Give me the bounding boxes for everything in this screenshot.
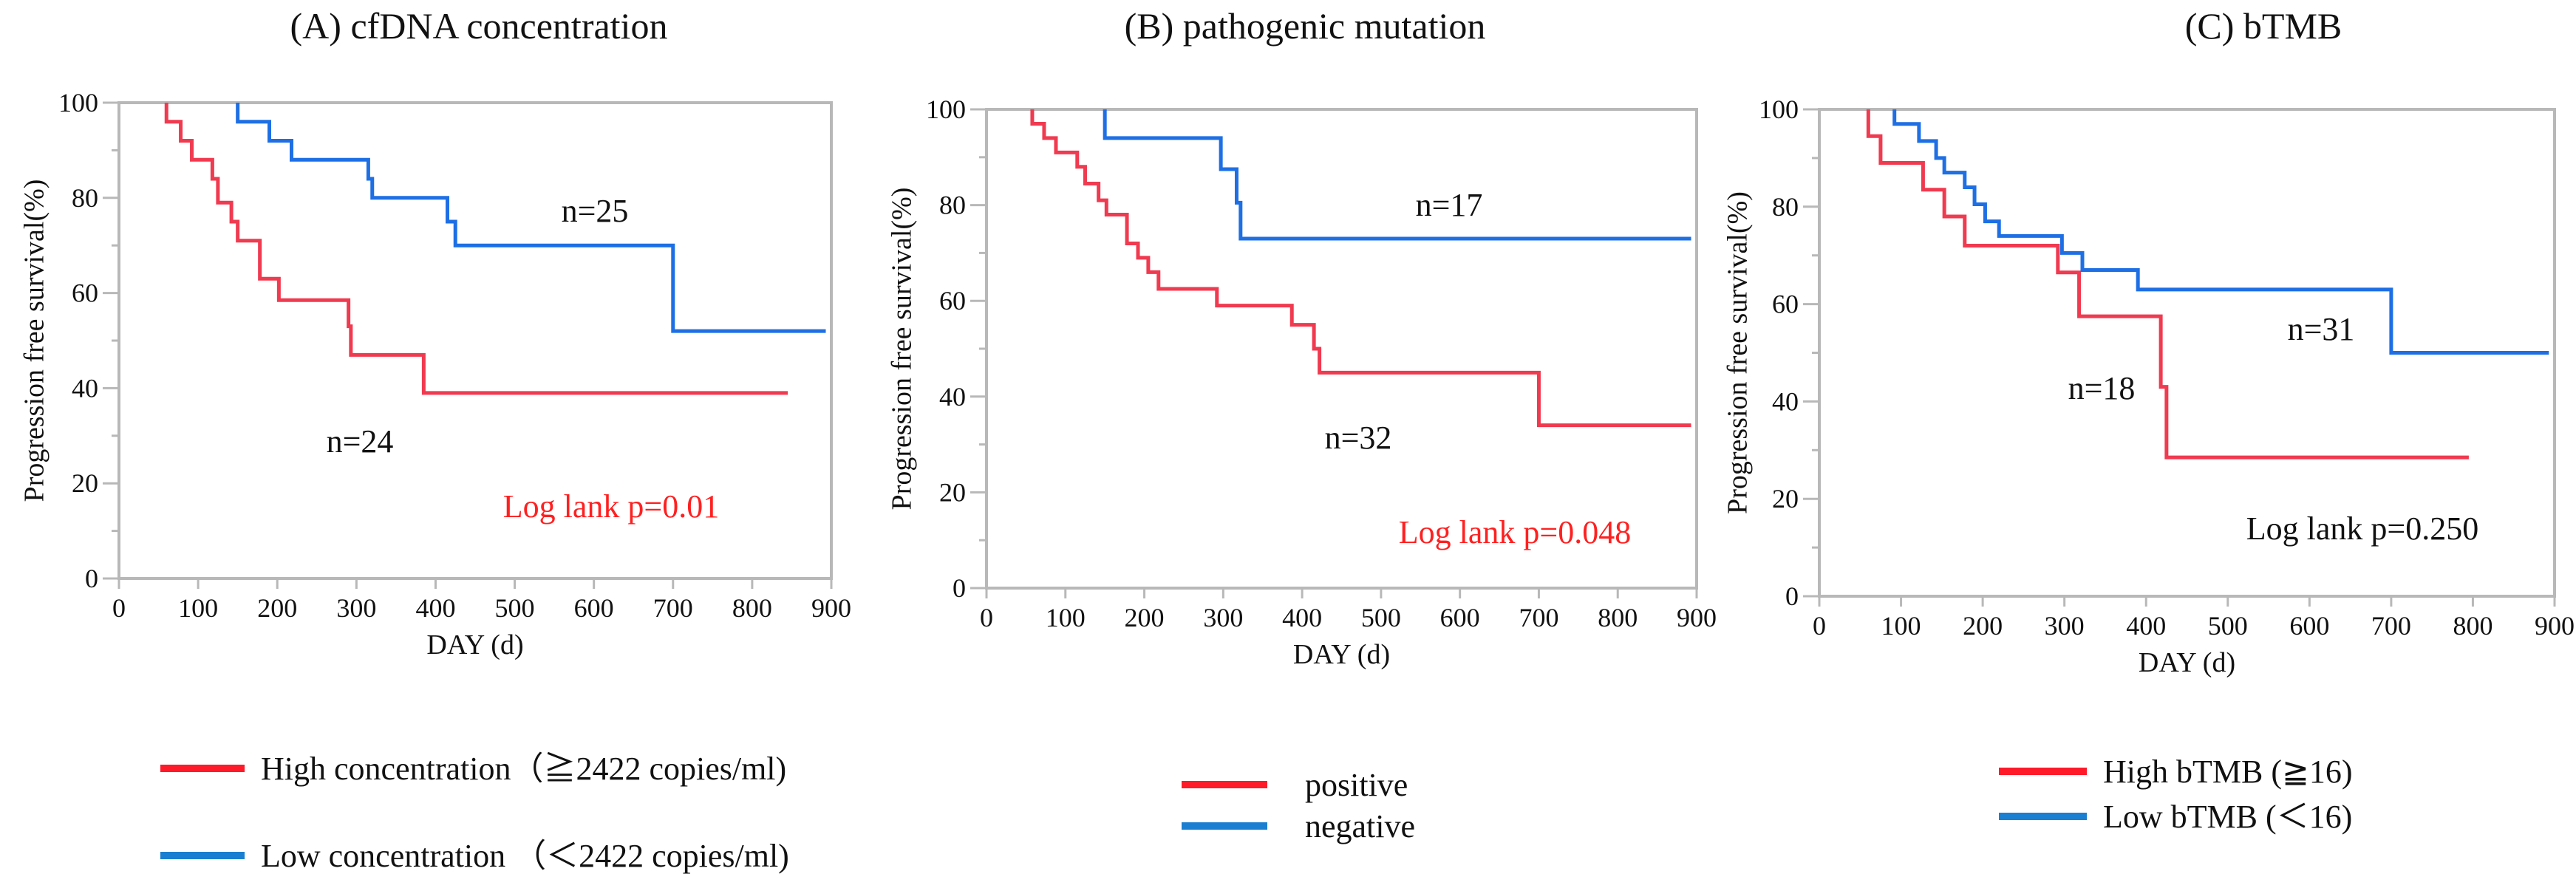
pvalue-label: Log lank p=0.01 bbox=[503, 488, 719, 525]
chart-title: (C) bTMB bbox=[2185, 5, 2342, 47]
y-tick-label: 100 bbox=[1759, 95, 1799, 124]
y-tick-label: 80 bbox=[1772, 192, 1799, 222]
x-tick-label: 800 bbox=[732, 593, 772, 623]
pvalue-label: Log lank p=0.250 bbox=[2246, 511, 2478, 547]
y-tick-label: 0 bbox=[953, 573, 966, 603]
x-tick-label: 500 bbox=[495, 593, 535, 623]
n-label-low: n=31 bbox=[2288, 311, 2355, 347]
km-panel-b: (B) pathogenic mutation 0 20 40 60 80 100 0 100 2… bbox=[886, 5, 1717, 844]
x-tick-label: 0 bbox=[980, 603, 993, 632]
x-tick-label: 0 bbox=[1813, 611, 1826, 641]
km-curve-high bbox=[1866, 109, 2469, 460]
legend-label-high: High bTMB (≧16) bbox=[2103, 754, 2353, 790]
chart-title: (A) cfDNA concentration bbox=[290, 5, 668, 47]
y-tick-label: 40 bbox=[1772, 386, 1799, 416]
x-tick-label: 400 bbox=[415, 593, 455, 623]
x-tick-label: 0 bbox=[112, 593, 126, 623]
n-label-high: n=32 bbox=[1325, 420, 1392, 456]
x-tick-label: 200 bbox=[257, 593, 297, 623]
x-axis-label: DAY (d) bbox=[1293, 639, 1390, 670]
x-tick-label: 500 bbox=[2208, 611, 2248, 641]
x-tick-label: 100 bbox=[1046, 603, 1086, 632]
legend-label-high: High concentration（≧2422 copies/ml) bbox=[261, 751, 786, 787]
legend: High concentration（≧2422 copies/ml) Low c… bbox=[160, 751, 789, 874]
chart-title: (B) pathogenic mutation bbox=[1125, 5, 1486, 47]
x-tick-label: 600 bbox=[1440, 603, 1480, 632]
km-curve-high bbox=[1030, 109, 1691, 428]
legend: positive negative bbox=[1182, 767, 1415, 844]
x-tick-label: 100 bbox=[1881, 611, 1921, 641]
y-tick-label: 0 bbox=[1785, 581, 1799, 611]
y-tick-label: 40 bbox=[72, 373, 98, 403]
legend-label-high: positive bbox=[1305, 767, 1408, 803]
n-label-high: n=18 bbox=[2068, 370, 2136, 406]
x-tick-label: 100 bbox=[178, 593, 218, 623]
x-tick-label: 200 bbox=[1963, 611, 2003, 641]
legend: High bTMB (≧16) Low bTMB (＜16) bbox=[1999, 754, 2353, 835]
x-tick-label: 800 bbox=[1598, 603, 1638, 632]
y-tick-label: 80 bbox=[72, 183, 98, 213]
y-axis-label: Progression free survival(%) bbox=[1722, 191, 1753, 514]
y-tick-label: 80 bbox=[939, 191, 966, 220]
x-tick-label: 700 bbox=[653, 593, 693, 623]
x-tick-label: 900 bbox=[811, 593, 851, 623]
n-label-high: n=24 bbox=[327, 423, 394, 460]
km-panel-a: (A) cfDNA concentration 0 20 40 60 80 100 0 100 2… bbox=[18, 5, 851, 874]
y-tick-label: 60 bbox=[939, 286, 966, 315]
km-curve-low bbox=[1892, 109, 2549, 355]
km-curve-low bbox=[1103, 109, 1691, 241]
x-tick-label: 900 bbox=[1677, 603, 1717, 632]
km-curve-low bbox=[236, 103, 826, 333]
x-axis-label: DAY (d) bbox=[2139, 647, 2235, 678]
x-tick-label: 200 bbox=[1125, 603, 1165, 632]
km-curve-high bbox=[164, 103, 788, 395]
x-tick-label: 700 bbox=[2371, 611, 2411, 641]
plot-frame bbox=[117, 101, 833, 580]
x-tick-label: 900 bbox=[2535, 611, 2575, 641]
legend-label-low: Low concentration （＜2422 copies/ml) bbox=[261, 838, 789, 874]
y-axis-label: Progression free survival(%) bbox=[886, 188, 917, 511]
x-axis-label: DAY (d) bbox=[426, 629, 523, 660]
x-tick-label: 400 bbox=[1282, 603, 1322, 632]
legend-label-low: Low bTMB (＜16) bbox=[2103, 799, 2352, 835]
km-panel-c: (C) bTMB 0 20 40 60 80 100 0 100 200 300 400 500 600 7… bbox=[1722, 5, 2575, 835]
n-label-low: n=25 bbox=[562, 193, 629, 229]
x-tick-label: 500 bbox=[1361, 603, 1401, 632]
y-tick-label: 40 bbox=[939, 382, 966, 412]
x-tick-label: 300 bbox=[2045, 611, 2085, 641]
y-tick-label: 20 bbox=[72, 468, 98, 498]
x-tick-label: 600 bbox=[2289, 611, 2329, 641]
y-tick-label: 100 bbox=[926, 95, 966, 124]
legend-label-low: negative bbox=[1305, 808, 1415, 844]
pvalue-label: Log lank p=0.048 bbox=[1399, 514, 1631, 550]
y-tick-label: 20 bbox=[1772, 484, 1799, 513]
x-tick-label: 300 bbox=[1203, 603, 1243, 632]
x-tick-label: 600 bbox=[574, 593, 614, 623]
y-tick-label: 20 bbox=[939, 477, 966, 507]
y-tick-label: 100 bbox=[58, 88, 98, 117]
y-tick-label: 60 bbox=[1772, 290, 1799, 319]
x-tick-label: 800 bbox=[2453, 611, 2492, 641]
y-tick-label: 60 bbox=[72, 279, 98, 308]
y-tick-label: 0 bbox=[85, 564, 98, 593]
x-tick-label: 700 bbox=[1519, 603, 1558, 632]
x-tick-label: 300 bbox=[336, 593, 376, 623]
n-label-low: n=17 bbox=[1416, 187, 1483, 223]
y-axis-label: Progression free survival(%) bbox=[18, 180, 50, 502]
x-tick-label: 400 bbox=[2126, 611, 2166, 641]
